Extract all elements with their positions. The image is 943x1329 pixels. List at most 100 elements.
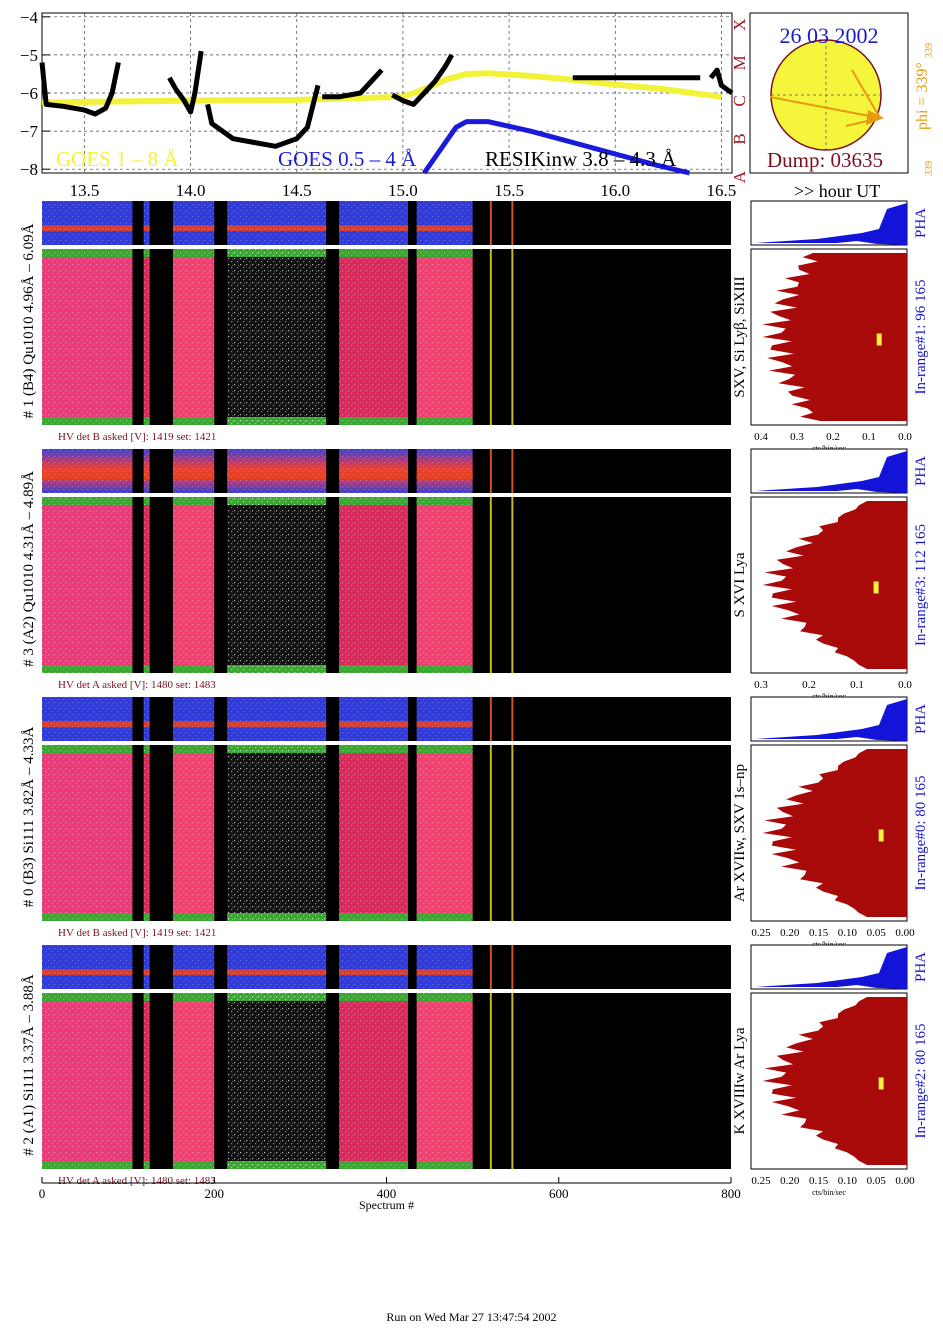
channel-inrange-label: In-range#3: 112 165 [913,524,929,646]
goes-y-tick-label: −5 [20,46,38,65]
channel-inrange-label: In-range#1: 96 165 [913,280,929,395]
channel-detector-label: # 0 (B3) Si111 3.82Å – 4.33Å [21,727,37,908]
channel-spectrogram-line [489,497,492,673]
spectrometer-channels: HV det B asked [V]: 1419 set: 1421 # 1 (B… [21,200,929,1197]
channel-inrange-label: In-range#2: 80 165 [913,1024,929,1139]
pha-marker [873,581,879,594]
run-timestamp: Run on Wed Mar 27 13:47:54 2002 [386,1310,557,1324]
channel-band-noise [143,945,150,989]
channel-spectrogram-noise [416,497,473,673]
goes-axis-ticks: 13.5 14.0 14.5 15.0 15.5 16.0 16.5 −4 −5 −6 −7 −8 [20,8,736,200]
goes-x-tick-label: 14.0 [176,181,206,200]
pha-small-histogram [755,947,907,989]
pha-large-histogram [762,997,907,1169]
channel-band-line [489,449,492,493]
pha-tick-label: 0.15 [809,1175,829,1187]
channel-spectrogram-noise [42,745,133,921]
resik-lightcurve-segment [205,84,321,149]
goes-x-tick-label: 15.5 [494,181,524,200]
channel-band-noise [227,449,327,493]
channel-spectrogram-noise [416,993,473,1169]
legend-resik: RESIKinw 3.8 – 4.3 Å [485,147,677,171]
channel-band-noise [339,201,409,245]
resik-lightcurve-segment [391,53,454,107]
spectrum-axis-label: Spectrum # [359,1198,414,1212]
channel-band-noise [172,449,215,493]
channel-line-label: S XVI Lya [732,552,748,617]
pha-label: PHA [913,456,929,486]
channel-band-noise [143,449,150,493]
pha-tick-label: 0.25 [751,1175,771,1187]
goes-class-scale: A B C M X [730,19,749,184]
goes-y-tick-label: −6 [20,84,38,103]
channel-line-label: Ar XVIIw, SXV 1s–np [732,764,748,902]
channel-band-noise [42,945,133,989]
goes-y-tick-label: −4 [20,8,39,27]
channel-spectrogram-noise [143,993,150,1169]
resik-lightcurve-segment [167,50,204,115]
pha-tick-label: 0.00 [895,927,915,939]
channel-spectrogram-line [511,745,514,921]
channel-band-line [511,697,514,741]
channel-band-noise [339,697,409,741]
channel-spectrogram-noise [172,497,215,673]
channel-band-noise [416,945,473,989]
channel-spectrogram-noise [227,249,327,425]
pha-large-histogram [762,749,907,921]
pha-tick-label: 0.00 [895,1175,915,1187]
channel-spectrogram-noise [227,993,327,1169]
goes-class-letter: X [730,19,749,31]
channel-panel: HV det A asked [V]: 1480 set: 1483 # 2 (A… [21,944,929,1197]
pha-tick-label: 0.10 [838,927,858,939]
channel-band-noise [416,449,473,493]
pha-small-histogram [755,203,907,245]
channel-spectrogram-line [511,993,514,1169]
channel-spectrogram-noise [42,249,133,425]
channel-spectrogram-noise [172,993,215,1169]
channel-band-line [511,201,514,245]
pha-small-histogram [755,451,907,493]
channel-spectrogram-noise [143,745,150,921]
spectrum-axis: 0 200 400 600 800 Spectrum # [39,1177,741,1212]
channel-band-noise [143,201,150,245]
channel-spectrogram-noise [143,497,150,673]
channel-band-noise [227,945,327,989]
pha-tick-label: 0.4 [754,431,768,443]
pha-large-histogram [762,501,907,673]
channel-band-line [489,697,492,741]
channel-band-noise [339,449,409,493]
channel-spectrogram-noise [339,497,409,673]
phi-angle-label: phi = 339° [914,62,931,130]
pha-tick-label: 0.20 [780,927,800,939]
channel-spectrogram-line [489,993,492,1169]
channel-panel: HV det B asked [V]: 1419 set: 1421 # 0 (B… [21,696,929,949]
channel-band-noise [42,449,133,493]
channel-inrange-label: In-range#0: 80 165 [913,776,929,891]
pha-tick-label: 0.1 [862,431,876,443]
pha-tick-label: 0.1 [850,679,864,691]
channel-spectrogram-noise [339,249,409,425]
channel-hv-label: HV det B asked [V]: 1419 set: 1421 [58,927,216,939]
pha-small-histogram [755,699,907,741]
channel-band-noise [143,697,150,741]
channel-band-noise [339,945,409,989]
legend-goes-05-4: GOES 0.5 – 4 Å [278,147,417,171]
channel-band-noise [227,697,327,741]
channel-spectrogram-noise [416,745,473,921]
channel-hv-label: HV det B asked [V]: 1419 set: 1421 [58,431,216,443]
channel-band-noise [42,697,133,741]
pha-axis-label: cts/bin/sec [812,1188,846,1197]
pha-tick-label: 0.10 [838,1175,858,1187]
channel-band-noise [172,697,215,741]
channel-line-label: K XVIIIw Ar Lya [732,1027,748,1134]
dump-number: Dump: 03635 [767,148,883,172]
pha-tick-label: 0.05 [867,1175,887,1187]
hour-ut-label: >> hour UT [794,181,880,201]
channel-spectrogram-line [489,745,492,921]
channel-band-noise [172,201,215,245]
goes-y-tick-label: −7 [20,122,39,141]
channel-band-line [489,201,492,245]
channel-spectrogram-noise [227,497,327,673]
pha-tick-label: 0.2 [802,679,816,691]
channel-detector-label: # 2 (A1) Si111 3.37Å – 3.88Å [21,974,37,1156]
